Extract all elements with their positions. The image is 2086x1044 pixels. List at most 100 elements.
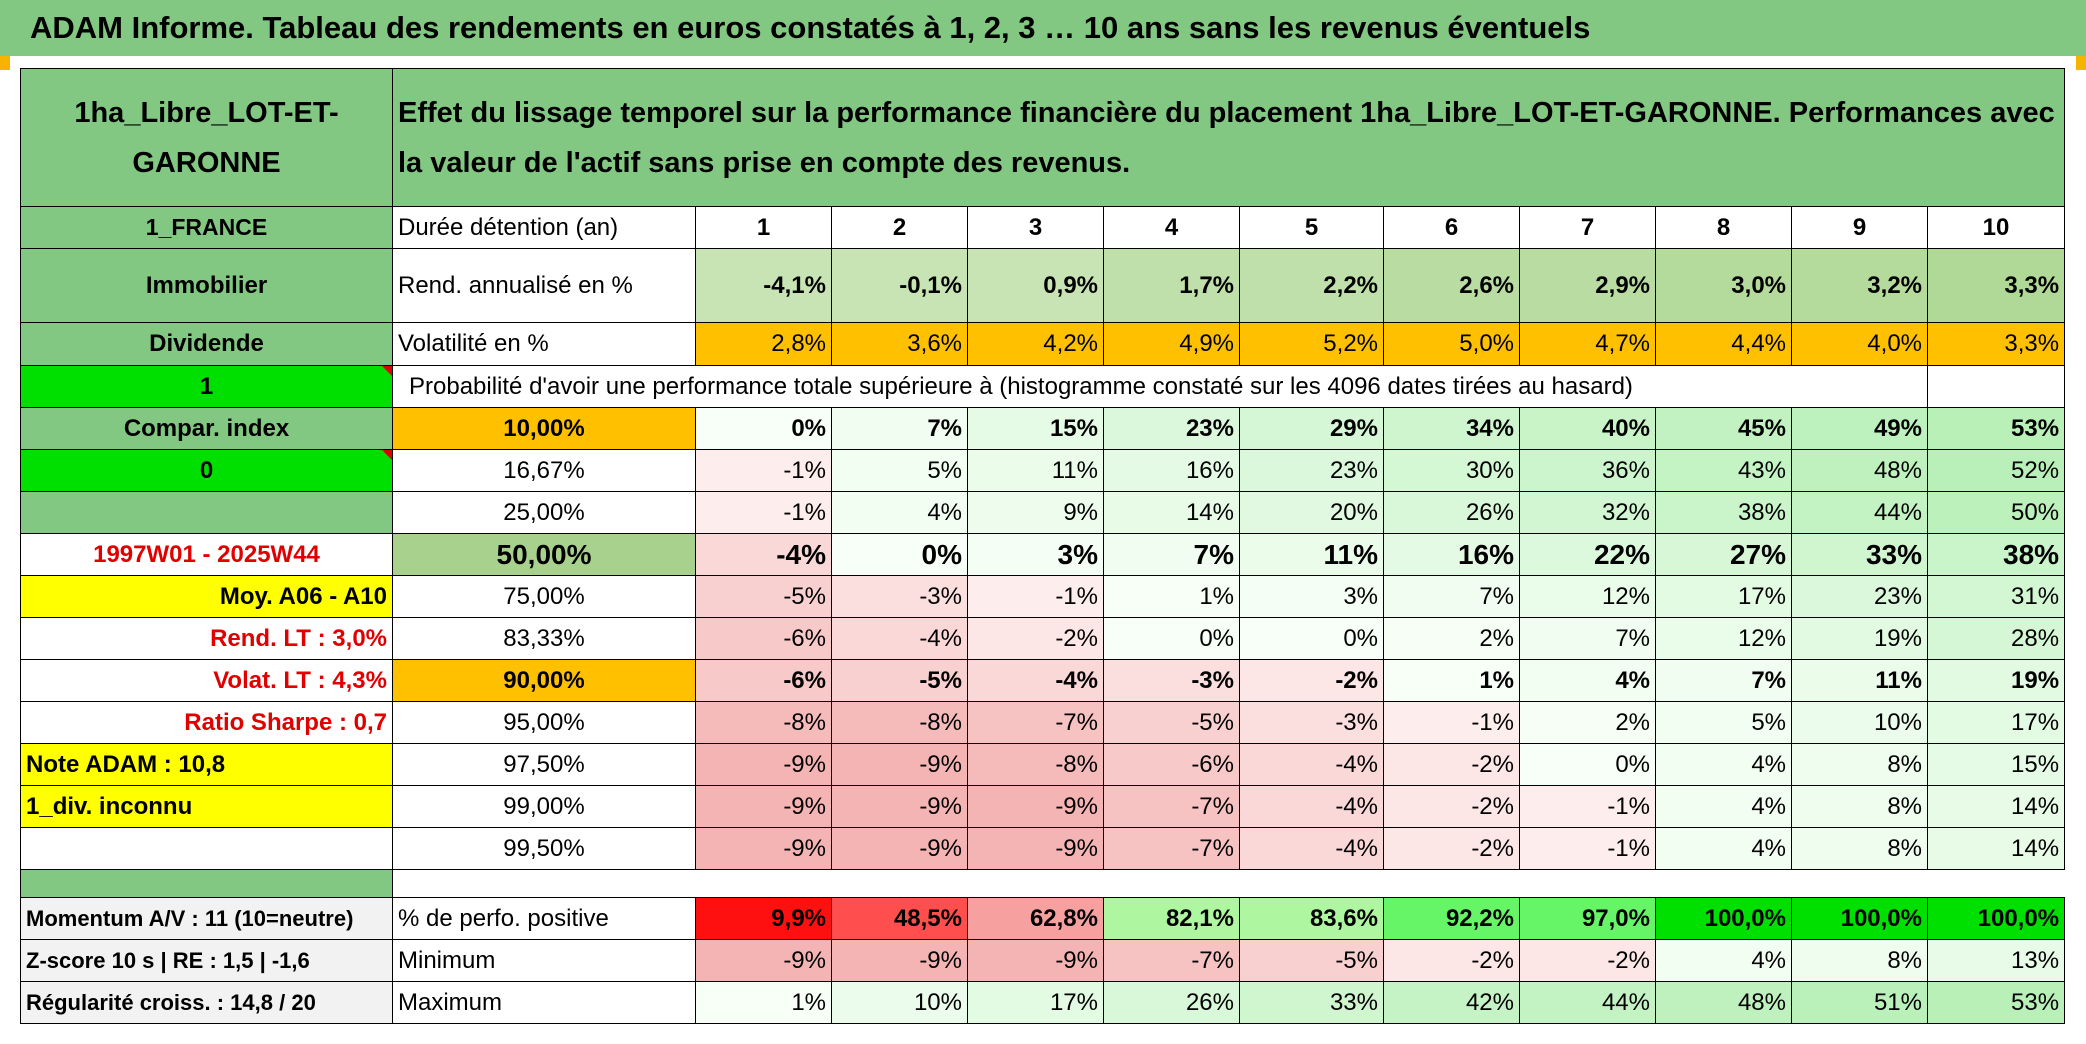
quantile-row: Note ADAM : 10,8 97,50% -9% -9% -8% -6% -4% -2%… bbox=[20, 743, 2066, 786]
quantile-value: -1% bbox=[1519, 785, 1656, 828]
probability-threshold: 90,00% bbox=[392, 659, 696, 702]
quantile-value: 15% bbox=[967, 407, 1104, 450]
quantile-value: 14% bbox=[1926, 827, 2066, 870]
positive-performance-value: 92,2% bbox=[1383, 897, 1520, 940]
volatility-value: 4,9% bbox=[1103, 322, 1240, 366]
maximum-value: 42% bbox=[1383, 981, 1520, 1024]
quantile-value: 31% bbox=[1926, 575, 2066, 618]
summary-label: % de perfo. positive bbox=[392, 897, 696, 940]
quantile-value: -2% bbox=[1239, 659, 1384, 702]
quantile-value: -7% bbox=[1103, 785, 1240, 828]
year-header: 2 bbox=[831, 206, 968, 249]
quantile-value: 0% bbox=[695, 407, 832, 450]
quantile-value: -4% bbox=[967, 659, 1104, 702]
volatility-value: 4,4% bbox=[1655, 322, 1792, 366]
long-term-return: Rend. LT : 3,0% bbox=[20, 617, 393, 660]
quantile-row: Compar. index 10,00% 0% 7% 15% 23% 29% 34% 40% 45… bbox=[20, 407, 2066, 450]
probability-threshold: 25,00% bbox=[392, 491, 696, 534]
quantile-value: 49% bbox=[1791, 407, 1928, 450]
table-body: 1ha_Libre_LOT-ET-GARONNE Effet du lissag… bbox=[20, 68, 2066, 1024]
quantile-value: -1% bbox=[695, 491, 832, 534]
annualized-return-value: 3,3% bbox=[1926, 248, 2066, 323]
maximum-value: 44% bbox=[1519, 981, 1656, 1024]
quantile-value: -6% bbox=[695, 659, 832, 702]
quantile-row: 99,50% -9% -9% -9% -7% -4% -2% -1% 4% 8% 14% bbox=[20, 827, 2066, 870]
positive-performance-value: 100,0% bbox=[1926, 897, 2066, 940]
quantile-value: -5% bbox=[831, 659, 968, 702]
asset-name: 1ha_Libre_LOT-ET-GARONNE bbox=[20, 68, 393, 207]
quantile-value: -9% bbox=[695, 743, 832, 786]
maximum-value: 26% bbox=[1103, 981, 1240, 1024]
maximum-value: 1% bbox=[695, 981, 832, 1024]
page-title: ADAM Informe. Tableau des rendements en … bbox=[0, 0, 2086, 56]
quantile-row: Rend. LT : 3,0% 83,33% -6% -4% -2% 0% 0% 2% 7% 12… bbox=[20, 617, 2066, 660]
probability-threshold: 75,00% bbox=[392, 575, 696, 618]
compar-index-label: Compar. index bbox=[20, 407, 393, 450]
minimum-value: 4% bbox=[1655, 939, 1792, 982]
summary-left-label: Régularité croiss. : 14,8 / 20 bbox=[20, 981, 393, 1024]
positive-performance-value: 62,8% bbox=[967, 897, 1104, 940]
positive-performance-value: 48,5% bbox=[831, 897, 968, 940]
volatility-value: 3,3% bbox=[1926, 322, 2066, 366]
quantile-row: 1997W01 - 2025W44 50,00% -4% 0% 3% 7% 11% 16% 22… bbox=[20, 533, 2066, 576]
quantile-value: 5% bbox=[831, 449, 968, 492]
summary-row: Z-score 10 s | RE : 1,5 | -1,6 Minimum -9%… bbox=[20, 939, 2066, 982]
quantile-row: Volat. LT : 4,3% 90,00% -6% -5% -4% -3% -2% 1% 4… bbox=[20, 659, 2066, 702]
quantile-value: 1% bbox=[1383, 659, 1520, 702]
quantile-value: -3% bbox=[1239, 701, 1384, 744]
quantile-value: -2% bbox=[1383, 743, 1520, 786]
minimum-value: 13% bbox=[1926, 939, 2066, 982]
probability-label: Probabilité d'avoir une performance tota… bbox=[392, 365, 1792, 408]
quantile-value: -8% bbox=[695, 701, 832, 744]
quantile-value: 9% bbox=[967, 491, 1104, 534]
quantile-value: -4% bbox=[831, 617, 968, 660]
positive-performance-value: 83,6% bbox=[1239, 897, 1384, 940]
summary-left-label: Z-score 10 s | RE : 1,5 | -1,6 bbox=[20, 939, 393, 982]
quantile-value: 10% bbox=[1791, 701, 1928, 744]
quantile-value: 45% bbox=[1655, 407, 1792, 450]
duration-label: Durée détention (an) bbox=[392, 206, 696, 249]
quantile-value: 0% bbox=[1103, 617, 1240, 660]
quantile-value: 20% bbox=[1239, 491, 1384, 534]
quantile-value: 27% bbox=[1655, 533, 1792, 576]
flag-zero: 0 bbox=[20, 449, 393, 492]
long-term-volatility: Volat. LT : 4,3% bbox=[20, 659, 393, 702]
annualized-return-value: 2,9% bbox=[1519, 248, 1656, 323]
probability-threshold: 99,50% bbox=[392, 827, 696, 870]
summary-row: Momentum A/V : 11 (10=neutre)% de perfo.… bbox=[20, 897, 2066, 940]
quantile-value: -4% bbox=[1239, 827, 1384, 870]
quantile-value: 11% bbox=[1239, 533, 1384, 576]
quantile-value: 22% bbox=[1519, 533, 1656, 576]
country-label: 1_FRANCE bbox=[20, 206, 393, 249]
dividend-status: 1_div. inconnu bbox=[20, 785, 393, 828]
quantile-value: 12% bbox=[1655, 617, 1792, 660]
annualized-return-value: 2,6% bbox=[1383, 248, 1520, 323]
quantile-value: -9% bbox=[967, 827, 1104, 870]
minimum-value: -2% bbox=[1383, 939, 1520, 982]
quantile-value: 3% bbox=[967, 533, 1104, 576]
quantile-value: 28% bbox=[1926, 617, 2066, 660]
quantile-value: 52% bbox=[1926, 449, 2066, 492]
quantile-value: 32% bbox=[1519, 491, 1656, 534]
quantile-value: 7% bbox=[1655, 659, 1792, 702]
year-header: 3 bbox=[967, 206, 1104, 249]
quantile-row: Ratio Sharpe : 0,7 95,00% -8% -8% -7% -5% -3% -… bbox=[20, 701, 2066, 744]
quantile-value: 14% bbox=[1926, 785, 2066, 828]
quantile-value: 1% bbox=[1103, 575, 1240, 618]
year-header: 8 bbox=[1655, 206, 1792, 249]
quantile-value: -9% bbox=[831, 827, 968, 870]
quantile-value: 8% bbox=[1791, 785, 1928, 828]
positive-performance-value: 100,0% bbox=[1655, 897, 1792, 940]
quantile-value: 43% bbox=[1655, 449, 1792, 492]
quantile-row: 25,00% -1% 4% 9% 14% 20% 26% 32% 38% 44% 50% bbox=[20, 491, 2066, 534]
annualized-return-value: 3,2% bbox=[1791, 248, 1928, 323]
quantile-value: -7% bbox=[1103, 827, 1240, 870]
average-label: Moy. A06 - A10 bbox=[20, 575, 393, 618]
quantile-value: -2% bbox=[1383, 827, 1520, 870]
quantile-value: 26% bbox=[1383, 491, 1520, 534]
positive-performance-value: 97,0% bbox=[1519, 897, 1656, 940]
quantile-value: 14% bbox=[1103, 491, 1240, 534]
annualized-return-value: 2,2% bbox=[1239, 248, 1384, 323]
volatility-value: 4,0% bbox=[1791, 322, 1928, 366]
quantile-value: 34% bbox=[1383, 407, 1520, 450]
